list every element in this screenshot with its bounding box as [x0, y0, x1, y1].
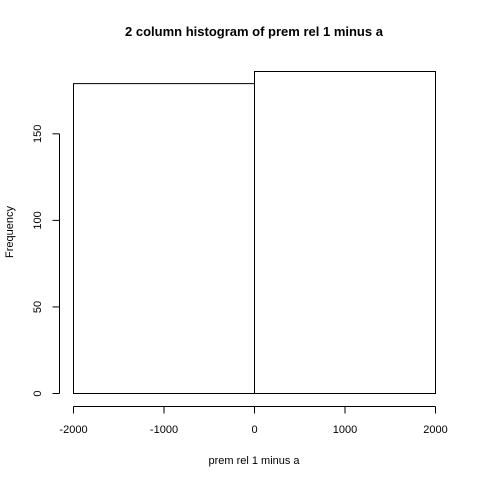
y-axis: 0 50 100 150 — [32, 125, 60, 397]
x-tick-label: 0 — [251, 424, 257, 436]
y-axis-label: Frequency — [4, 206, 16, 258]
y-tick-label: 150 — [32, 125, 44, 143]
x-tick-label: 1000 — [333, 424, 357, 436]
x-tick-label: -1000 — [150, 424, 178, 436]
x-axis: -2000 -1000 0 1000 2000 — [59, 406, 448, 436]
y-tick-label: 100 — [32, 211, 44, 229]
x-tick-label: 2000 — [423, 424, 447, 436]
histogram-bar-2 — [254, 71, 436, 394]
y-tick-label: 50 — [32, 301, 44, 313]
y-tick-label: 0 — [32, 390, 44, 396]
histogram-bar-1 — [73, 83, 255, 394]
x-axis-label: prem rel 1 minus a — [208, 455, 300, 467]
x-tick-label: -2000 — [59, 424, 87, 436]
chart-title: 2 column histogram of prem rel 1 minus a — [125, 24, 384, 39]
bars-layer — [73, 71, 436, 394]
